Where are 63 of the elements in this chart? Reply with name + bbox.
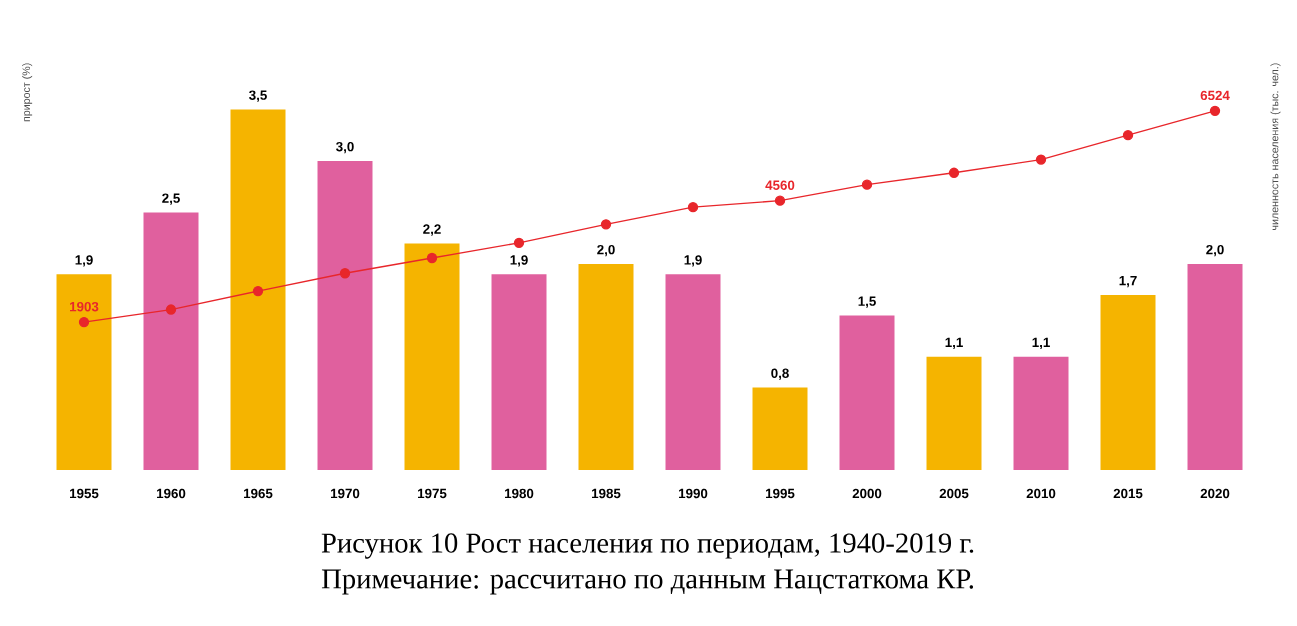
- bar: [1100, 294, 1156, 471]
- point: [1209, 105, 1221, 116]
- data-label: 1,9: [684, 255, 702, 267]
- bar: [1013, 356, 1069, 471]
- point: [252, 285, 264, 297]
- x-tick-label: 2015: [1113, 488, 1143, 499]
- point: [426, 252, 438, 264]
- bar: [926, 356, 982, 471]
- text: Примечание: рассчитано по данным Нацстаткома КР.: [321, 569, 974, 595]
- x-tick-label: 1985: [592, 488, 621, 499]
- point: [600, 219, 612, 230]
- x-tick-label: 2020: [1200, 488, 1230, 499]
- x-tick-label: 1975: [418, 488, 447, 499]
- data-label: 1,1: [1032, 337, 1050, 349]
- point: [861, 179, 873, 190]
- bar: [230, 109, 286, 471]
- bar: [404, 243, 460, 471]
- x-tick-label: 1960: [157, 488, 186, 499]
- data-label: 3,5: [249, 90, 267, 102]
- x-tick-label: 1965: [244, 488, 273, 499]
- x-tick-label: 2005: [939, 488, 969, 499]
- y2-axis-title: чиленность населения (тыс. чел.): [1270, 63, 1281, 230]
- data-label: 0,8: [771, 368, 789, 380]
- data-label: 1,1: [945, 337, 963, 349]
- data-label: 2,2: [423, 224, 441, 236]
- bar: [578, 264, 634, 471]
- bar: [56, 274, 112, 471]
- point: [774, 195, 786, 206]
- data-label: 1,9: [510, 255, 528, 267]
- point: [687, 202, 699, 213]
- data-label: 6524: [1200, 90, 1230, 101]
- bar: [491, 274, 547, 471]
- point: [1035, 154, 1047, 165]
- bar: [317, 161, 373, 471]
- text: Рисунок 10 Рост населения по периодам, 1940-2019 г.: [321, 533, 974, 559]
- data-label: 1,9: [75, 255, 93, 267]
- point: [165, 304, 177, 315]
- x-tick-label: 2000: [852, 488, 882, 499]
- data-label: 2,5: [162, 193, 180, 205]
- point: [78, 316, 90, 328]
- bar: [143, 212, 199, 471]
- x-tick-label: 1990: [679, 488, 708, 499]
- x-tick-label: 1970: [331, 488, 360, 499]
- point: [339, 268, 351, 279]
- bar: [1187, 264, 1243, 471]
- data-label: 3,0: [336, 141, 354, 154]
- point: [1122, 129, 1134, 141]
- x-tick-label: 1955: [70, 488, 99, 499]
- y-axis-title: прирост (%): [22, 63, 33, 122]
- data-label: 2,0: [597, 244, 615, 257]
- point: [513, 237, 525, 248]
- data-label: 1,7: [1119, 275, 1137, 288]
- bar: [752, 387, 808, 471]
- bar: [665, 274, 721, 471]
- data-label: 1903: [70, 301, 99, 312]
- bar: [839, 315, 895, 471]
- data-label: 1,5: [858, 296, 876, 308]
- data-label: 4560: [765, 180, 795, 190]
- x-tick-label: 2010: [1026, 488, 1056, 499]
- x-tick-label: 1995: [766, 488, 795, 499]
- point: [948, 167, 960, 178]
- x-tick-label: 1980: [505, 488, 534, 499]
- data-label: 2,0: [1206, 244, 1224, 257]
